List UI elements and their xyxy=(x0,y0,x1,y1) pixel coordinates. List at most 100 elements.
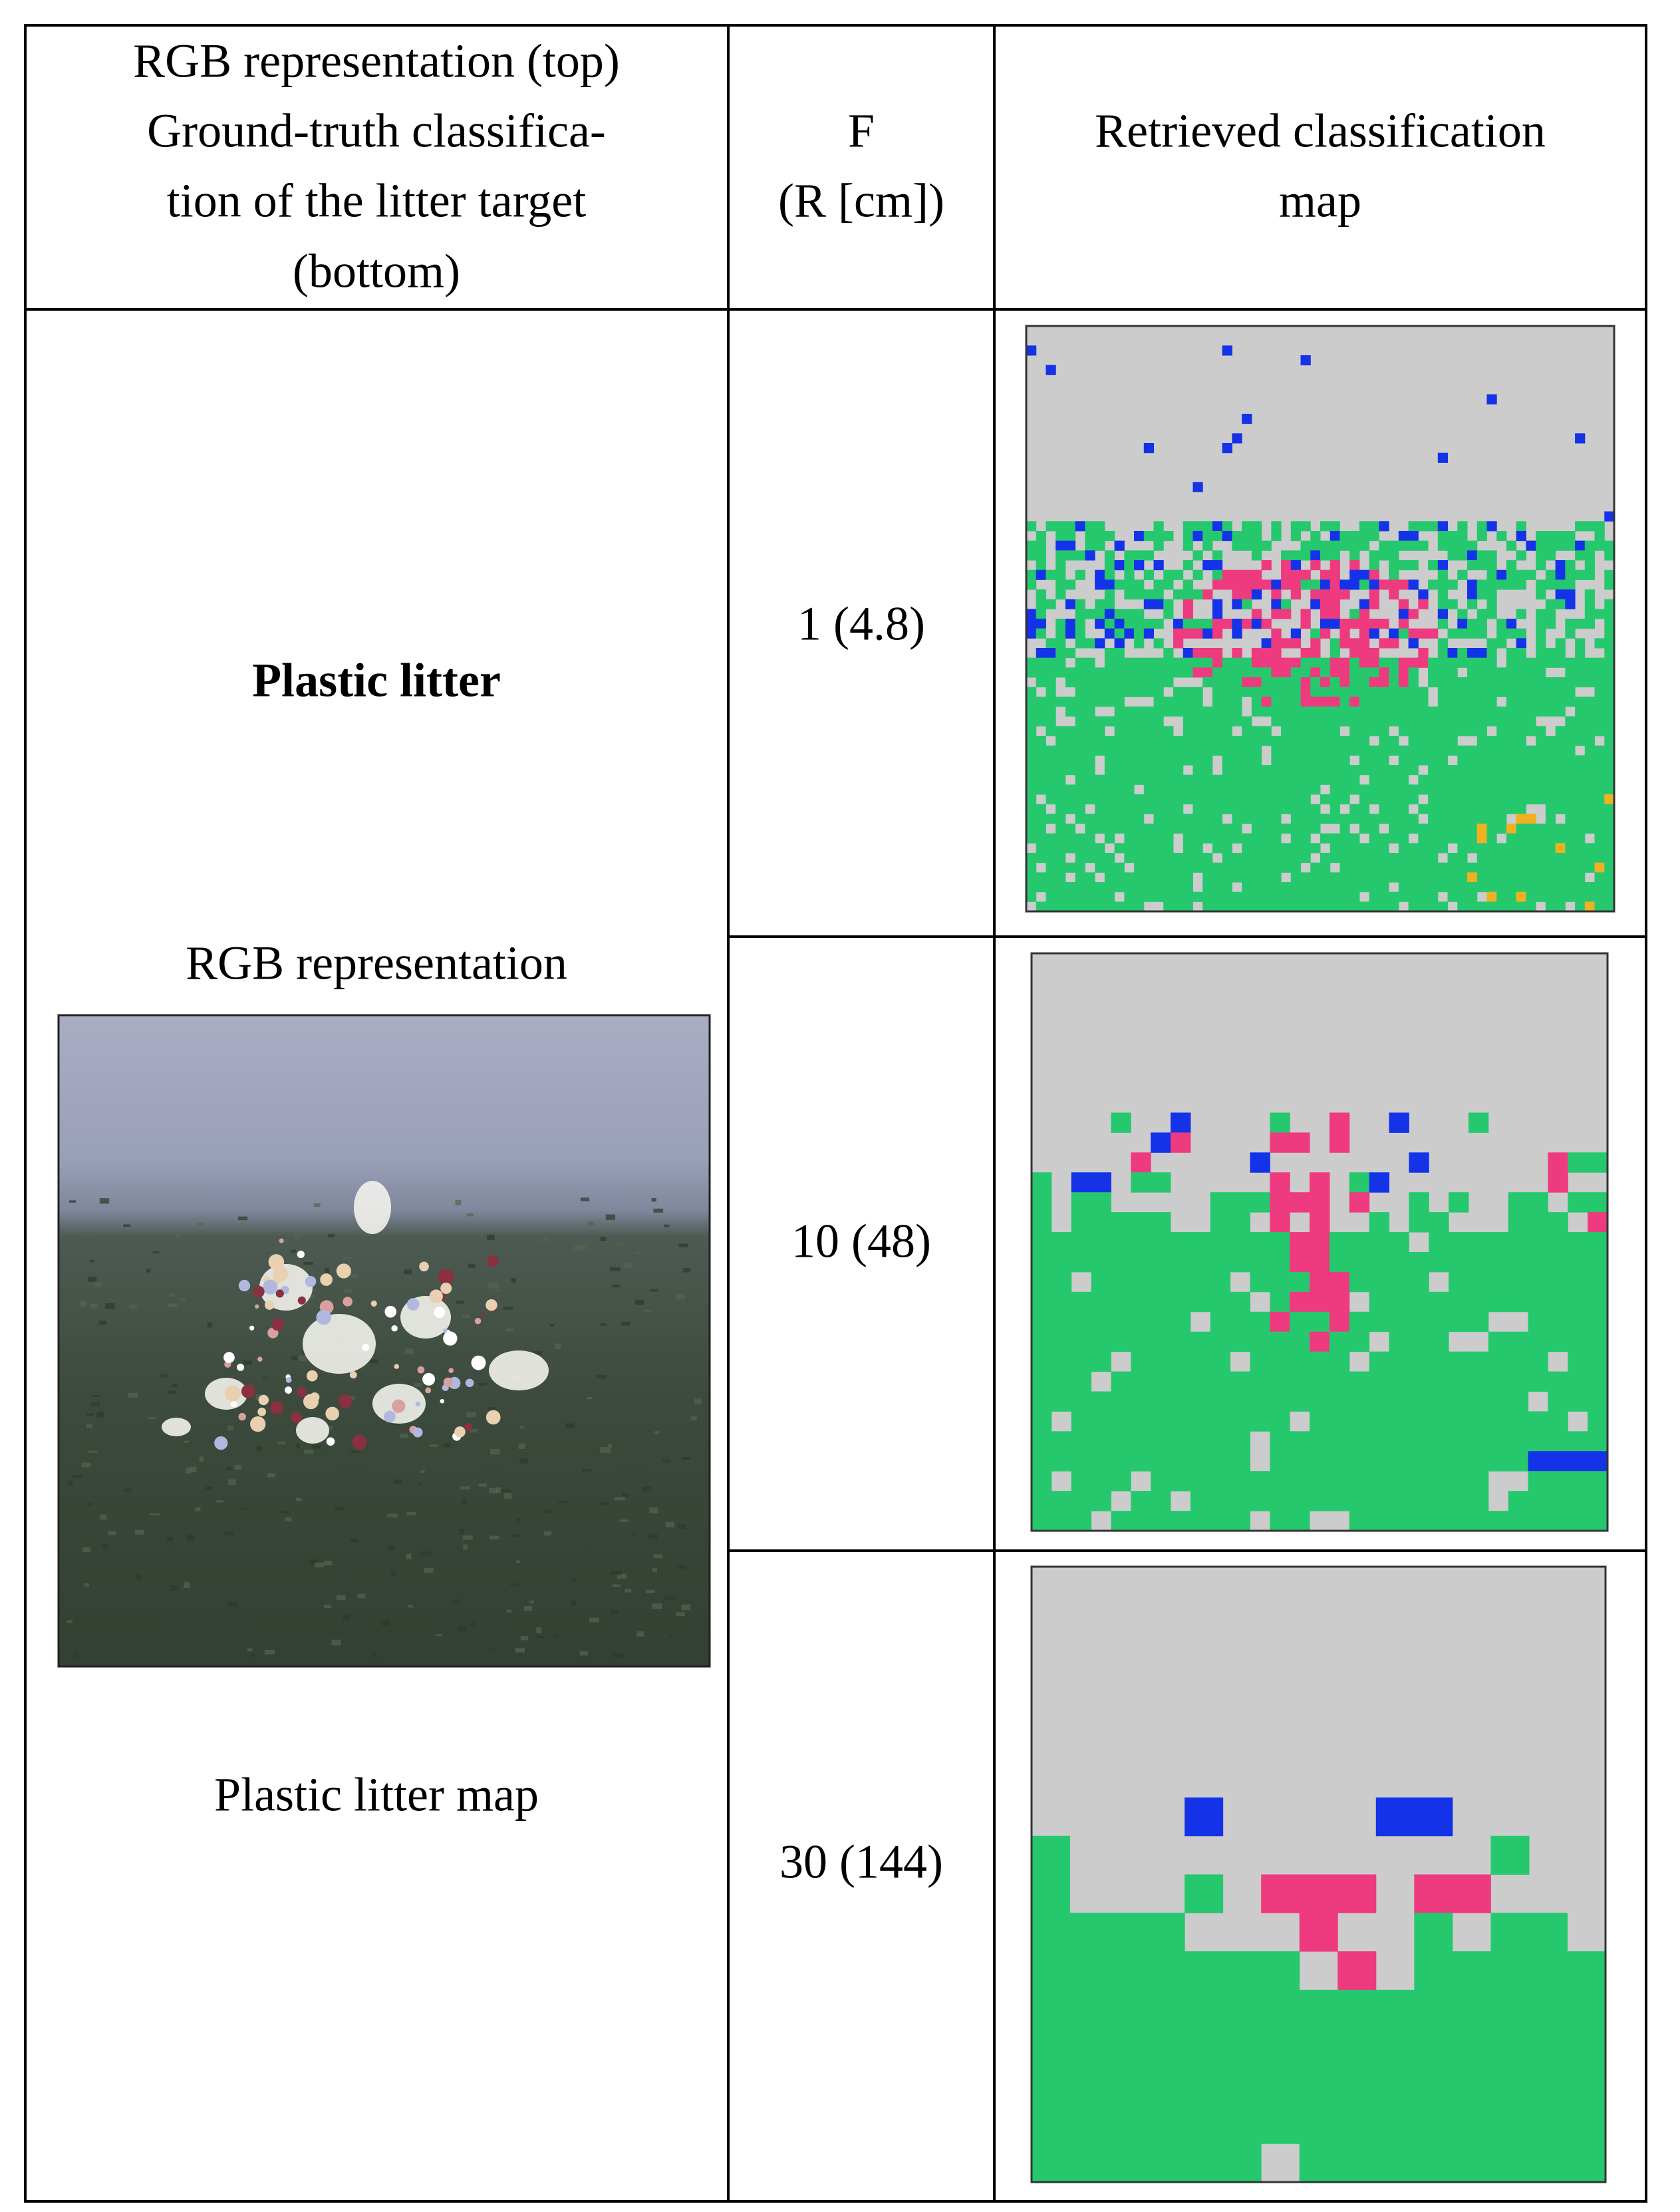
map-cell xyxy=(1095,726,1105,736)
map-cell xyxy=(1516,862,1526,873)
map-cell xyxy=(1075,745,1085,756)
litter-speck xyxy=(297,1250,305,1259)
map-cell xyxy=(1437,901,1449,912)
map-cell xyxy=(1173,765,1184,776)
map-cell xyxy=(1124,628,1135,639)
map-cell xyxy=(1359,726,1370,736)
texture xyxy=(400,1433,408,1438)
texture xyxy=(247,1648,253,1652)
map-cell xyxy=(1222,736,1232,746)
map-cell xyxy=(1173,687,1184,697)
map-cell xyxy=(1210,1371,1231,1392)
map-cell xyxy=(1437,774,1449,785)
texture xyxy=(454,1599,460,1603)
map-cell xyxy=(1369,1271,1390,1293)
map-cell xyxy=(1575,824,1586,834)
map-cell xyxy=(1055,765,1066,776)
map-cell xyxy=(1536,745,1546,756)
map-cell xyxy=(1069,2028,1109,2068)
map-cell xyxy=(1310,765,1321,776)
map-cell xyxy=(1339,891,1350,902)
map-cell xyxy=(1153,891,1164,902)
map-cell xyxy=(1183,599,1193,609)
map-cell xyxy=(1290,853,1302,864)
map-cell xyxy=(1111,1451,1131,1472)
map-cell xyxy=(1173,804,1184,814)
map-cell xyxy=(1496,862,1507,873)
map-cell xyxy=(1369,1451,1390,1472)
map-cell xyxy=(1329,1351,1350,1372)
map-cell xyxy=(1516,891,1526,902)
map-cell xyxy=(1526,716,1536,726)
map-cell xyxy=(1270,1391,1290,1412)
map-cell xyxy=(1143,804,1155,814)
map-cell xyxy=(1409,1471,1429,1492)
map-cell xyxy=(1565,853,1576,864)
map-cell xyxy=(1251,833,1262,844)
map-cell xyxy=(1104,824,1115,834)
texture xyxy=(571,1600,577,1606)
map-cell xyxy=(1151,1491,1171,1511)
map-cell xyxy=(1065,804,1076,814)
map-cell xyxy=(1124,853,1135,864)
map-cell xyxy=(1506,736,1517,746)
map-cell xyxy=(1151,1351,1171,1372)
map-cell xyxy=(1032,1835,1071,1875)
map-cell xyxy=(1104,794,1115,805)
map-cell xyxy=(1091,1431,1111,1452)
texture xyxy=(518,1443,525,1449)
map-cell xyxy=(1192,648,1203,659)
map-cell xyxy=(1190,1411,1211,1432)
map-cell xyxy=(1467,619,1478,629)
map-cell xyxy=(1104,579,1115,590)
map-cell xyxy=(1290,765,1302,776)
map-cell xyxy=(1536,540,1546,551)
map-cell xyxy=(1369,697,1379,707)
map-cell xyxy=(1457,628,1468,639)
texture xyxy=(690,1416,697,1421)
litter-speck xyxy=(440,1282,452,1295)
map-cell xyxy=(1055,814,1066,824)
map-cell xyxy=(1271,804,1282,814)
texture xyxy=(313,1203,321,1207)
map-cell xyxy=(1548,1232,1568,1253)
map-cell xyxy=(1428,657,1439,668)
map-cell xyxy=(1389,765,1399,776)
map-cell xyxy=(1069,1989,1109,2029)
map-cell xyxy=(1369,716,1379,726)
map-cell xyxy=(1408,901,1419,912)
map-cell xyxy=(1212,677,1223,688)
map-cell xyxy=(1565,804,1576,814)
map-cell xyxy=(1085,814,1095,824)
map-cell xyxy=(1290,569,1302,580)
map-cell xyxy=(1330,531,1340,542)
map-cell xyxy=(1588,1291,1608,1313)
map-cell xyxy=(1339,765,1350,776)
map-cell xyxy=(1584,755,1596,766)
map-cell xyxy=(1575,901,1586,912)
map-cell xyxy=(1506,862,1517,873)
map-cell xyxy=(1065,648,1076,659)
texture xyxy=(462,1535,473,1540)
map-cell xyxy=(1085,745,1095,756)
map-cell xyxy=(1369,872,1379,883)
map-cell xyxy=(1075,599,1085,609)
map-cell xyxy=(1428,765,1439,776)
map-cell xyxy=(1124,677,1135,688)
map-cell xyxy=(1300,579,1311,590)
map-cell xyxy=(1183,560,1193,571)
map-cell xyxy=(1124,794,1135,805)
map-cell xyxy=(1095,774,1105,785)
map-cell xyxy=(1408,579,1419,590)
map-cell xyxy=(1124,619,1135,629)
map-cell xyxy=(1389,1451,1409,1472)
map-cell xyxy=(1516,814,1526,824)
litter-speck xyxy=(258,1394,269,1406)
map-cell xyxy=(1104,901,1115,912)
map-cell xyxy=(1036,736,1046,746)
map-cell xyxy=(1173,657,1184,668)
map-cell xyxy=(1065,833,1076,844)
map-cell xyxy=(1506,697,1517,707)
map-cell xyxy=(1349,560,1360,571)
map-cell xyxy=(1046,569,1056,580)
